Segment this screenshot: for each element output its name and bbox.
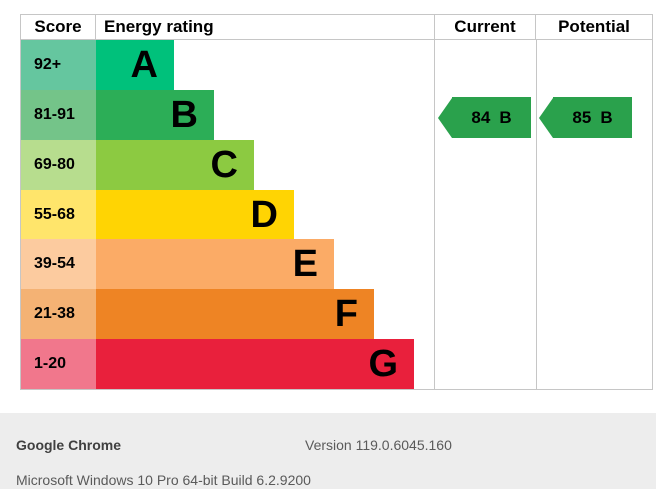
energy-rating-column-header: Energy rating [104,17,214,36]
rating-bar-e: E [96,239,334,290]
rating-letter: D [250,193,278,236]
rating-bar-d: D [96,189,294,240]
score-range: 69-80 [21,139,96,190]
rating-letter: A [130,43,158,86]
score-range: 39-54 [21,239,96,290]
epc-row-b: 81-91 B [21,89,434,140]
potential-column: 85 B [536,40,654,390]
os-info: Microsoft Windows 10 Pro 64-bit Build 6.… [16,472,311,488]
rating-bar-a: A [96,40,174,90]
score-range: 92+ [21,40,96,90]
rating-bar-c: C [96,139,254,190]
rating-letter: G [368,343,398,386]
rating-bar-b: B [96,89,214,140]
score-column-header: Score [21,15,96,39]
current-rating-arrow: 84 B [438,97,531,138]
potential-column-header: Potential [535,15,652,39]
epc-row-f: 21-38 F [21,289,434,340]
rating-letter: E [292,243,318,286]
epc-row-e: 39-54 E [21,239,434,290]
rating-bands: 92+ A 81-91 B 69-80 C 55-68 D 39-54 E 21-38 F 1-20 G [21,40,434,390]
potential-rating-arrow: 85 B [539,97,632,138]
current-column-header: Current [434,15,535,39]
rating-letter: F [334,293,358,336]
epc-row-g: 1-20 G [21,339,434,390]
browser-version: Version 119.0.6045.160 [305,437,452,453]
rating-bar-f: F [96,289,374,340]
system-info-bar: Google Chrome Version 119.0.6045.160 Mic… [0,413,656,489]
score-range: 1-20 [21,339,96,390]
potential-rating-letter: B [600,107,613,127]
current-column: 84 B [434,40,536,390]
potential-score-value: 85 [572,107,592,127]
epc-row-d: 55-68 D [21,189,434,240]
current-rating-letter: B [499,107,512,127]
rating-letter: C [210,143,238,186]
arrow-left-tip [539,97,553,138]
rating-bar-g: G [96,339,414,390]
arrow-left-tip [438,97,452,138]
browser-name: Google Chrome [16,437,122,453]
energy-rating-table: Score Energy rating Current Potential 92… [20,14,653,390]
score-range: 81-91 [21,89,96,140]
current-arrow-body: 84 B [452,97,531,138]
epc-row-a: 92+ A [21,40,434,90]
rating-letter: B [170,93,198,136]
score-range: 21-38 [21,289,96,340]
score-range: 55-68 [21,189,96,240]
potential-arrow-body: 85 B [553,97,632,138]
current-score-value: 84 [471,107,491,127]
table-header-row: Score Energy rating Current Potential [21,15,652,40]
epc-row-c: 69-80 C [21,139,434,190]
